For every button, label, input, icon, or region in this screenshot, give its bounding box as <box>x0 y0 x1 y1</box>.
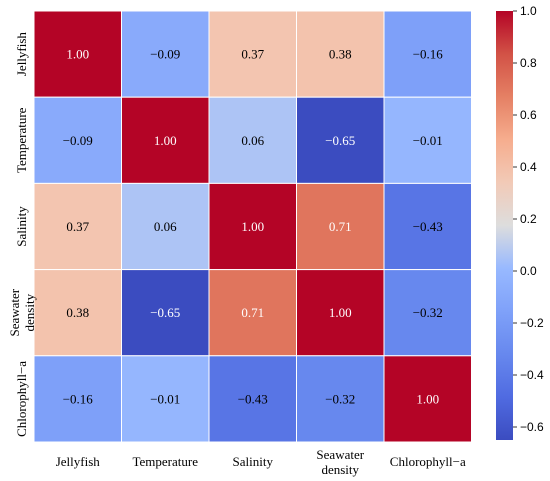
colorbar-tick-label: 0.2 <box>520 212 537 226</box>
colorbar-tick-label: 0.0 <box>520 264 537 278</box>
cell-value-label: 0.37 <box>241 47 264 62</box>
cell-value-label: −0.65 <box>150 305 180 320</box>
colorbar-tick-label: 0.6 <box>520 108 537 122</box>
cell-value-label: 0.38 <box>66 305 89 320</box>
heatmap-cell <box>208 96 297 184</box>
cell-value-label: 0.37 <box>66 219 89 234</box>
colorbar-tick-label: 0.4 <box>520 160 537 174</box>
colorbar <box>496 11 513 440</box>
cell-value-label: −0.32 <box>325 391 355 406</box>
heatmap-cell <box>383 355 472 443</box>
y-axis-labels: Jellyfish Temperature Salinity Seawaterdens… <box>7 32 37 437</box>
cell-value-label: 1.00 <box>329 305 352 320</box>
colorbar-tick-label: −0.6 <box>520 420 544 434</box>
cell-value-label: −0.32 <box>413 305 443 320</box>
heatmap-cell <box>121 10 210 98</box>
colorbar-tick-label: −0.2 <box>520 316 544 330</box>
x-tick-label: Temperature <box>133 454 199 469</box>
x-tick-label: Seawater density <box>316 447 364 477</box>
cell-value-label: 0.71 <box>329 219 352 234</box>
heatmap-cell <box>33 96 122 184</box>
cell-value-label: 0.06 <box>241 133 264 148</box>
colorbar-tick-label: −0.4 <box>520 368 544 382</box>
heatmap-cell <box>383 182 472 271</box>
heatmap-cell <box>121 269 210 357</box>
heatmap-cell <box>296 10 385 98</box>
y-tick-label: Chlorophyll−a <box>14 361 29 437</box>
cell-value-label: 1.00 <box>66 47 89 62</box>
x-axis-labels: Jellyfish Temperature Salinity Seawater dens… <box>56 447 466 477</box>
heatmap-cell <box>208 269 297 357</box>
heatmap-cell <box>121 182 210 271</box>
heatmap-cell <box>383 96 472 184</box>
x-tick-label: Salinity <box>233 454 274 469</box>
heatmap-cell <box>296 269 385 357</box>
heatmap-cell <box>33 269 122 357</box>
y-tick-label: Seawaterdensity <box>7 288 37 336</box>
heatmap-cells: 1.00 −0.09 0.37 0.38 −0.16 −0.09 1.00 0.06 −0.65… <box>33 10 472 443</box>
cell-value-label: 0.38 <box>329 47 352 62</box>
heatmap-cell <box>208 182 297 271</box>
colorbar-gradient <box>496 11 513 440</box>
heatmap-cell <box>33 10 122 98</box>
heatmap-cell <box>383 10 472 98</box>
cell-value-label: −0.01 <box>150 391 180 406</box>
cell-value-label: 0.71 <box>241 305 264 320</box>
colorbar-ticks: 1.0 0.8 0.6 0.4 0.2 0.0 −0.2 −0.4 −0.6 <box>513 4 544 434</box>
y-tick-label: Temperature <box>14 107 29 173</box>
cell-value-label: 0.06 <box>154 219 177 234</box>
colorbar-tick-label: 1.0 <box>520 4 537 18</box>
cell-value-label: −0.16 <box>63 391 94 406</box>
heatmap-cell <box>121 355 210 443</box>
cell-value-label: −0.43 <box>413 219 443 234</box>
y-tick-label: Jellyfish <box>14 32 29 77</box>
cell-value-label: −0.16 <box>413 47 444 62</box>
cell-value-label: −0.43 <box>238 391 268 406</box>
heatmap-cell <box>208 10 297 98</box>
cell-value-label: 1.00 <box>416 391 439 406</box>
cell-value-label: −0.09 <box>63 133 93 148</box>
heatmap-cell <box>383 269 472 357</box>
heatmap-cell <box>296 182 385 271</box>
cell-value-label: −0.65 <box>325 133 355 148</box>
y-tick-label: Salinity <box>14 206 29 247</box>
colorbar-tick-label: 0.8 <box>520 56 537 70</box>
cell-value-label: −0.09 <box>150 47 180 62</box>
cell-value-label: 1.00 <box>241 219 264 234</box>
heatmap-cell <box>208 355 297 443</box>
cell-value-label: 1.00 <box>154 133 177 148</box>
cell-value-label: −0.01 <box>413 133 443 148</box>
x-tick-label: Jellyfish <box>56 454 101 469</box>
heatmap-cell <box>33 355 122 443</box>
x-tick-label: Chlorophyll−a <box>390 454 466 469</box>
